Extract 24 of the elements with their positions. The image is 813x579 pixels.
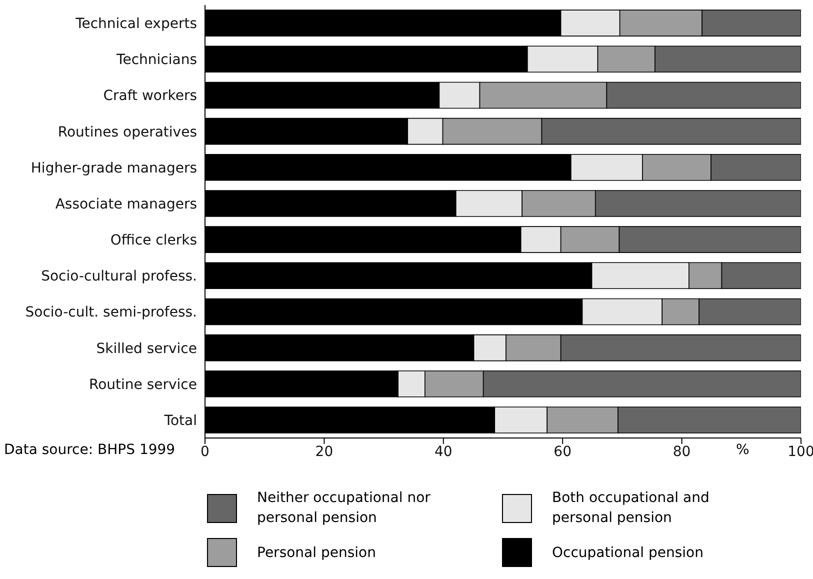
y-tick-label: Socio-cult. semi-profess. [25, 304, 197, 321]
x-tick-label: 20 [315, 444, 334, 460]
source-note: Data source: BHPS 1999 [4, 442, 176, 458]
y-tick-label: Socio-cultural profess. [41, 268, 197, 285]
legend-label: Personal pension [257, 544, 377, 562]
legend-label: Occupational pension [552, 544, 704, 562]
y-tick-label: Skilled service [96, 340, 197, 357]
x-tick-label: 80 [672, 444, 691, 460]
x-tick-label: 100 [788, 444, 813, 460]
y-tick-label: Office clerks [110, 232, 197, 249]
legend-label: Both occupational and personal pension [552, 489, 710, 528]
y-tick-label: Routine service [88, 376, 197, 393]
x-axis-title: % [736, 442, 750, 458]
y-tick-label: Routines operatives [58, 124, 197, 140]
x-tick-label: 60 [554, 444, 572, 460]
y-tick-label: Technicians [116, 52, 197, 68]
x-tick-label: 0 [200, 444, 210, 460]
y-tick-label: Technical experts [74, 16, 197, 32]
legend-label: Neither occupational nor personal pension [257, 489, 432, 528]
y-tick-label: Craft workers [103, 88, 197, 104]
y-tick-label: Associate managers [55, 196, 197, 212]
y-tick-label: Total [163, 412, 197, 429]
y-tick-label: Higher-grade managers [30, 160, 197, 176]
x-tick-label: 40 [434, 444, 452, 460]
